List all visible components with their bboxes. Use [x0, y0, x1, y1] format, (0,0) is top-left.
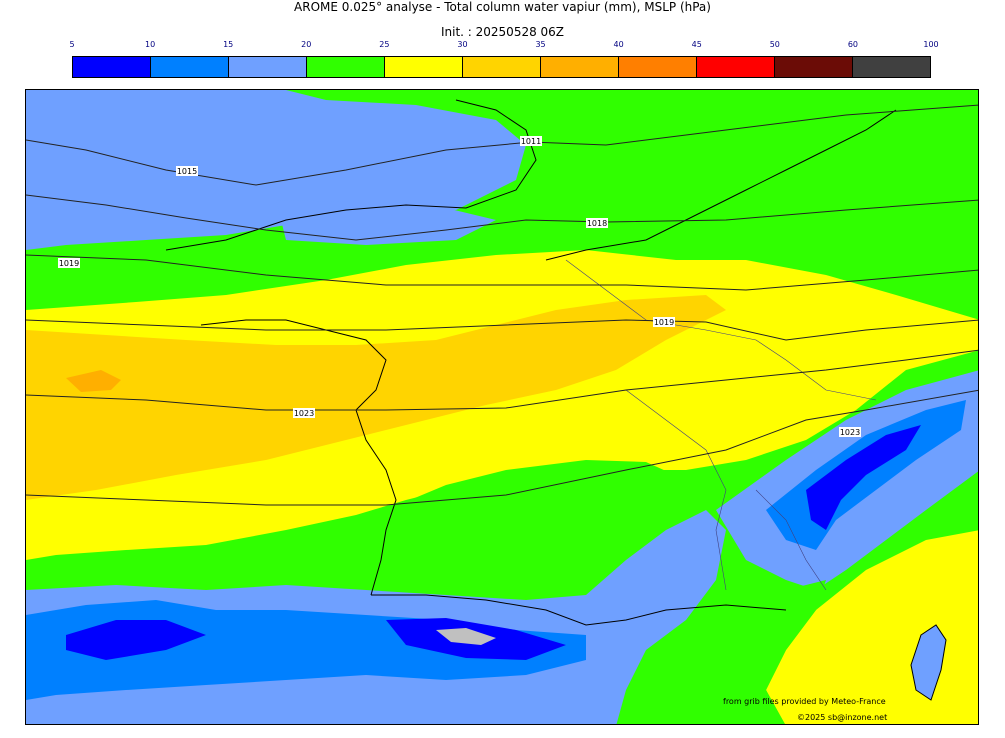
isobar-label-1015: 1015	[176, 166, 198, 176]
field-5-10-alps	[806, 425, 921, 530]
isobar-label-1011-text: 1011	[521, 137, 541, 146]
field-20-25-med	[666, 580, 826, 724]
colorbar-segment-6	[541, 57, 619, 77]
coastlines	[165, 99, 897, 626]
colorbar-segment-10	[853, 57, 930, 77]
isobar-label-1018-text: 1018	[587, 219, 607, 228]
map-canvas: 1011 1015 1018 1019 1019 1023	[26, 90, 978, 724]
field-30-35	[26, 295, 726, 500]
isobar-label-1019-west: 1019	[58, 258, 80, 268]
colorbar-segment-3	[307, 57, 385, 77]
colorbar-tick-15: 15	[223, 40, 234, 49]
credit-source: from grib files provided by Meteo-France	[723, 697, 886, 706]
map-panel: 1011 1015 1018 1019 1019 1023	[25, 89, 979, 725]
field-gray-pyrenees	[436, 628, 496, 645]
isobar-label-1018: 1018	[586, 218, 608, 228]
colorbar-segment-4	[385, 57, 463, 77]
colorbar-tick-10: 10	[144, 40, 156, 49]
colorbar-segment-9	[775, 57, 853, 77]
field-15-20-north-east	[276, 200, 496, 245]
colorbar-segment-1	[151, 57, 229, 77]
isobar-label-1023-west: 1023	[293, 408, 315, 418]
isobars	[26, 104, 978, 506]
colorbar-tick-60: 60	[847, 40, 858, 49]
colorbar-segment-2	[229, 57, 307, 77]
colorbar-segment-5	[463, 57, 541, 77]
colorbar-tick-30: 30	[457, 40, 468, 49]
isobar-label-1023-east: 1023	[839, 427, 861, 437]
colorbar-tick-45: 45	[691, 40, 702, 49]
colorbar	[72, 56, 931, 78]
map-subtitle: Init. : 20250528 06Z	[440, 25, 565, 39]
credit-copyright: ©2025 sb@inzone.net	[797, 713, 888, 722]
isobar-label-1019-east: 1019	[653, 317, 675, 327]
colorbar-segment-7	[619, 57, 697, 77]
colorbar-tick-50: 50	[769, 40, 780, 49]
colorbar-ticks: 5 10 15 20 25 30 35 40 45 50 60 100	[69, 40, 938, 52]
field-5-10-south	[66, 620, 206, 660]
borders	[565, 259, 877, 591]
colorbar-tick-20: 20	[301, 40, 312, 49]
field-35-40-spot	[66, 370, 121, 392]
colorbar-tick-35: 35	[535, 40, 546, 49]
colorbar-segment-8	[697, 57, 775, 77]
colorbar-tick-40: 40	[613, 40, 624, 49]
isobar-label-1023-east-text: 1023	[840, 428, 860, 437]
field-25-30	[26, 250, 978, 560]
colorbar-tick-100: 100	[923, 40, 939, 49]
corsica-island	[910, 624, 947, 701]
colorbar-tick-5: 5	[69, 40, 75, 49]
isobar-label-1019-east-text: 1019	[654, 318, 674, 327]
field-20-25-south	[26, 460, 686, 600]
isobar-labels: 1011 1015 1018 1019 1019 1023	[58, 136, 861, 437]
isobar-label-1023-west-text: 1023	[294, 409, 314, 418]
isobar-label-1019-west-text: 1019	[59, 259, 79, 268]
isobar-label-1011: 1011	[520, 136, 542, 146]
colorbar-segment-0	[73, 57, 151, 77]
map-title: AROME 0.025° analyse - Total column wate…	[294, 0, 711, 14]
colorbar-tick-25: 25	[379, 40, 390, 49]
isobar-label-1015-text: 1015	[177, 167, 197, 176]
